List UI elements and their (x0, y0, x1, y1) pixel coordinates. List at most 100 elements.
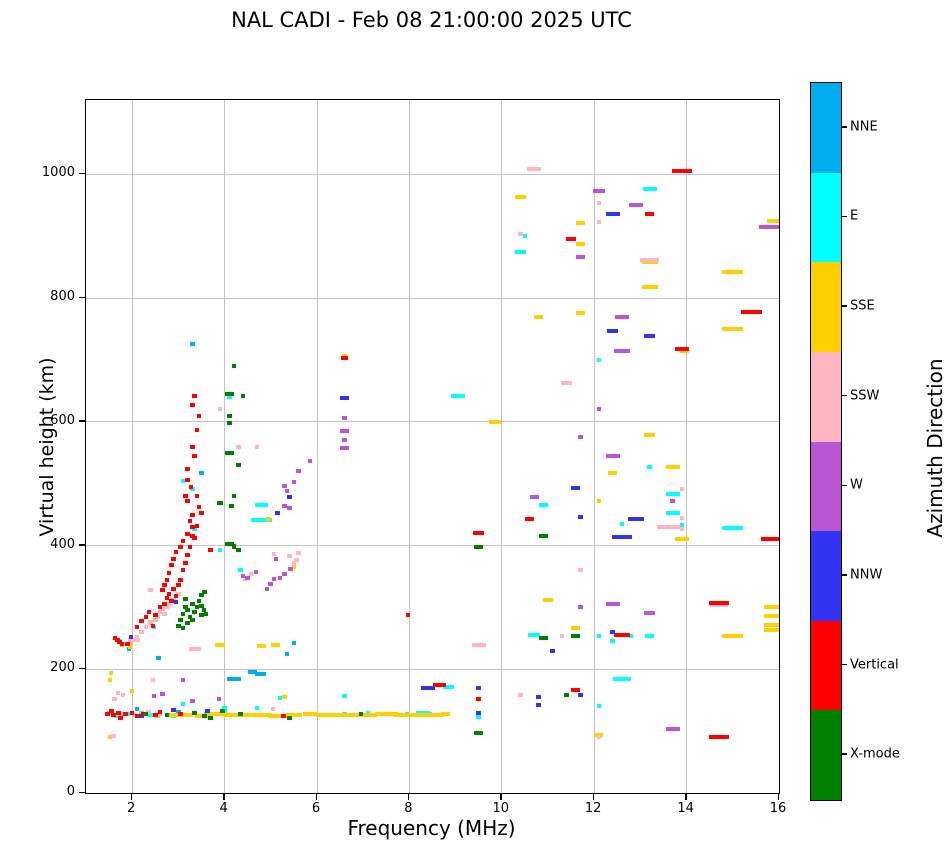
data-point-sse (608, 471, 618, 476)
data-point-ssw (248, 571, 254, 576)
data-point-e (277, 695, 283, 700)
data-point-e (450, 393, 465, 398)
data-point-vertical (432, 683, 447, 688)
data-point-sse (342, 353, 348, 358)
gridline-x-8 (408, 100, 410, 793)
data-point-vertical (187, 544, 193, 549)
data-point-vertical (708, 735, 730, 740)
colorbar-segment-x-mode (811, 710, 841, 800)
data-point-w (578, 434, 583, 439)
data-point-sse (722, 270, 744, 274)
data-point-x-mode (240, 393, 246, 398)
data-point-vertical (164, 578, 170, 583)
data-point-sse (763, 627, 779, 632)
data-point-ssw (148, 588, 153, 593)
data-point-e (665, 492, 680, 497)
data-point-vertical (150, 623, 156, 628)
data-point-sse (215, 642, 225, 647)
data-point-vertical (146, 609, 152, 614)
colorbar-label-vertical: Vertical (850, 657, 899, 673)
data-point-nne (176, 709, 181, 714)
data-point-w (282, 571, 287, 576)
data-point-sse (643, 432, 656, 437)
data-point-vertical (117, 640, 123, 645)
data-point-sse (763, 605, 779, 610)
data-point-x-mode (236, 548, 241, 553)
colorbar-segment-sse (811, 262, 841, 352)
data-point-w (282, 503, 287, 508)
data-point-sse (722, 634, 744, 639)
gridline-x-4 (224, 100, 226, 793)
data-point-vertical (173, 594, 179, 599)
data-point-e (148, 713, 153, 718)
data-point-vertical (192, 393, 197, 398)
data-point-sse (329, 713, 351, 718)
data-point-ssw (166, 601, 172, 606)
data-point-ssw (679, 487, 685, 492)
data-point-vertical (112, 636, 118, 641)
data-point-e (665, 510, 680, 515)
data-point-nnw (171, 708, 177, 713)
data-point-sse (575, 310, 585, 315)
data-point-vertical (105, 711, 110, 716)
data-point-ssw (157, 610, 163, 615)
data-point-w (628, 203, 643, 208)
data-point-ssw (112, 696, 117, 701)
data-point-x-mode (474, 544, 484, 549)
data-point-w (160, 692, 165, 696)
data-point-w (271, 576, 277, 581)
data-point-vertical (405, 612, 411, 617)
data-point-nnw (286, 495, 292, 500)
colorbar-segment-nne (811, 83, 841, 173)
gridline-x-12 (593, 100, 595, 793)
colorbar (810, 82, 842, 801)
x-tick (223, 794, 225, 800)
data-point-vertical (192, 454, 197, 459)
data-point-sse (767, 218, 779, 223)
data-point-nne (189, 342, 195, 347)
data-point-nnw (476, 686, 481, 691)
data-point-e (645, 634, 655, 639)
data-point-w (288, 567, 293, 571)
data-point-w (245, 576, 250, 581)
data-point-nne (254, 671, 267, 676)
y-tick (79, 420, 85, 422)
data-point-e (251, 518, 272, 523)
x-tick-label: 4 (219, 801, 228, 816)
colorbar-tick (842, 663, 847, 666)
gridline-y-800 (86, 297, 779, 299)
y-tick-label: 800 (50, 289, 75, 304)
x-tick (777, 794, 779, 800)
data-point-w (593, 188, 605, 193)
data-point-sse (223, 713, 240, 718)
data-point-vertical (162, 583, 167, 588)
data-point-sse (679, 349, 689, 354)
data-point-w (307, 459, 313, 464)
data-point-x-mode (189, 617, 195, 622)
data-point-nne (199, 471, 204, 476)
data-point-vertical (164, 596, 170, 601)
data-point-e (113, 713, 119, 718)
data-point-vertical (281, 714, 287, 719)
x-tick (592, 794, 595, 800)
data-point-e (222, 705, 227, 710)
data-point-sse (177, 713, 194, 718)
data-point-vertical (178, 711, 183, 716)
chart-title: NAL CADI - Feb 08 21:00:00 2025 UTC (231, 8, 632, 32)
data-point-nnw (610, 629, 615, 634)
x-tick-label: 12 (584, 801, 602, 816)
data-point-vertical (740, 309, 762, 314)
y-tick (79, 791, 85, 793)
data-point-nnw (606, 329, 619, 334)
data-point-nnw (476, 711, 481, 716)
data-point-x-mode (224, 450, 234, 455)
y-tick (79, 667, 85, 670)
data-point-w (578, 604, 583, 609)
data-point-nnw (627, 516, 644, 521)
data-point-w (189, 698, 195, 703)
data-point-vertical (111, 713, 117, 718)
data-point-ssw (517, 231, 523, 236)
data-point-vertical (180, 568, 186, 573)
data-point-sse (440, 712, 451, 717)
colorbar-tick (842, 574, 847, 576)
